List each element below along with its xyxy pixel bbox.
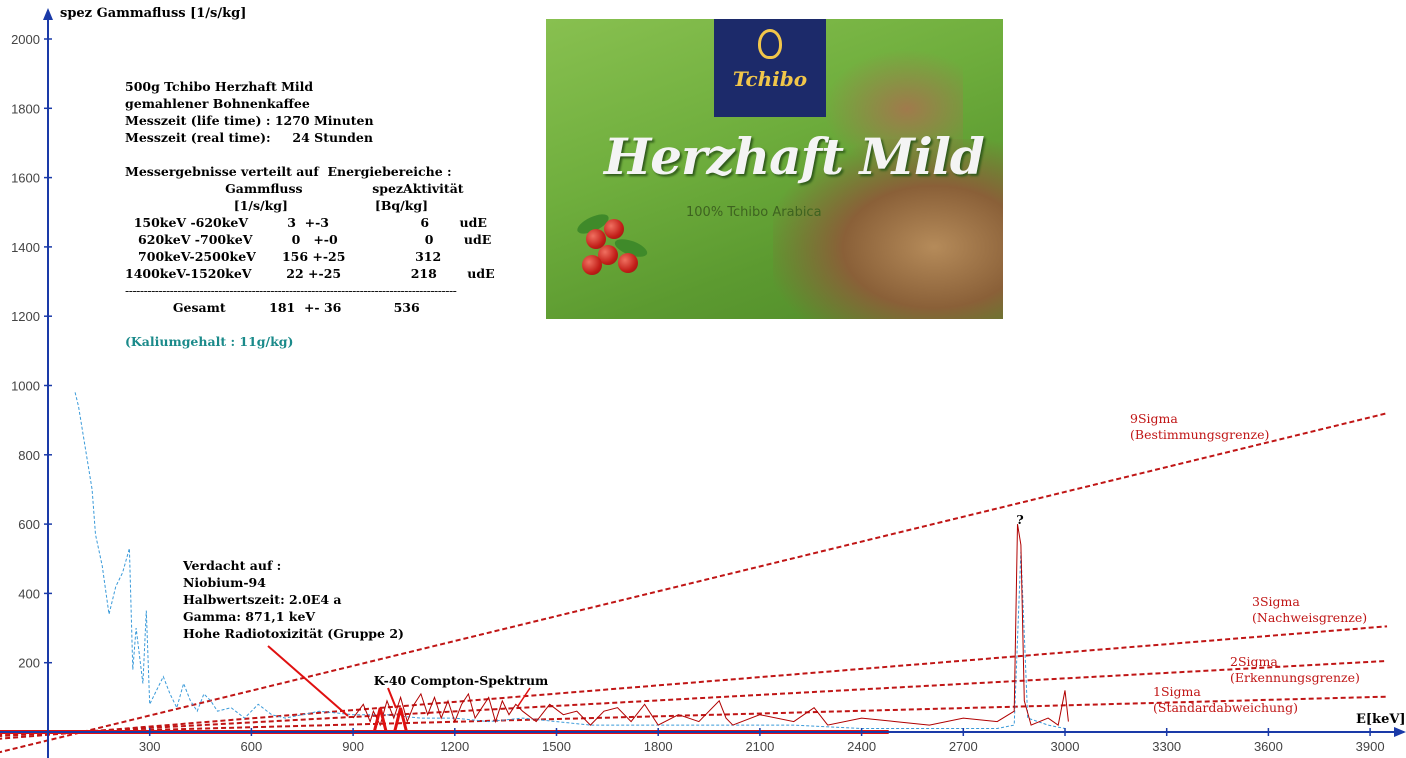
y-tick-label-0: 200 (18, 656, 40, 671)
sigma-line-1 (0, 625, 1388, 740)
brand-name: Herzhaft Mild (604, 127, 985, 186)
y-tick-label-7: 1600 (11, 171, 40, 186)
y-tick-label-2: 600 (18, 517, 40, 532)
tchibo-logo: Tchibo (714, 19, 826, 117)
sigma-line-0 (0, 412, 1388, 754)
x-tick-label-6: 2100 (745, 739, 774, 754)
x-tick-label-5: 1800 (644, 739, 673, 754)
suspect-line-5: Hohe Radiotoxizität (Gruppe 2) (183, 626, 404, 641)
x-tick-label-2: 900 (342, 739, 364, 754)
y-tick-label-8: 1800 (11, 101, 40, 116)
series-measurement (352, 524, 1069, 727)
suspect-line-4: Gamma: 871,1 keV (183, 609, 315, 624)
x-tick-label-4: 1500 (542, 739, 571, 754)
y-tick-label-4: 1000 (11, 379, 40, 394)
sigma-label-2: 2Sigma (1230, 654, 1278, 669)
cherry-icon-5 (582, 255, 602, 275)
x-tick-label-12: 3900 (1356, 739, 1385, 754)
x-tick-label-3: 1200 (440, 739, 469, 754)
info-row-2: 620keV -700keV 0 +-0 0 udE (125, 232, 492, 247)
product-photo: Tchibo Herzhaft Mild 100% Tchibo Arabica (546, 19, 1003, 319)
sigma-label-0: 9Sigma (1130, 411, 1178, 426)
x-tick-label-9: 3000 (1051, 739, 1080, 754)
measurement-info: 500g Tchibo Herzhaft Mild gemahlener Bohn… (125, 78, 495, 350)
info-lifetime: Messzeit (life time) : 1270 Minuten (125, 113, 374, 128)
sigma-sublabel-1: (Nachweisgrenze) (1252, 610, 1367, 625)
cup-icon (758, 29, 782, 59)
summary-spike-0 (372, 707, 388, 733)
suspect-line-1: Verdacht auf : (182, 558, 281, 573)
info-title: 500g Tchibo Herzhaft Mild (125, 79, 314, 94)
summary-spike-1 (393, 707, 409, 733)
info-rule: ----------------------------------------… (125, 283, 457, 298)
info-results-heading: Messergebnisse verteilt auf Energieberei… (125, 164, 452, 179)
info-col-units: [1/s/kg] [Bq/kg] (125, 198, 429, 213)
annotation-0: ? (1016, 512, 1023, 527)
y-tick-label-1: 400 (18, 586, 40, 601)
sigma-sublabel-0: (Bestimmungsgrenze) (1130, 427, 1269, 442)
x-tick-label-7: 2400 (847, 739, 876, 754)
info-row-3: 700keV-2500keV 156 +-25 312 (125, 249, 442, 264)
y-axis-title: spez Gammafluss [1/s/kg] (60, 6, 246, 21)
info-product: gemahlener Bohnenkaffee (125, 96, 310, 111)
x-tick-label-1: 600 (241, 739, 263, 754)
coffee-beans-image-2 (773, 139, 1003, 319)
suspect-box: Verdacht auf : Niobium-94 Halbwertszeit:… (182, 558, 404, 641)
x-tick-label-10: 3300 (1152, 739, 1181, 754)
suspect-line-2: Niobium-94 (183, 575, 266, 590)
sigma-label-3: 1Sigma (1153, 684, 1201, 699)
cherry-icon (586, 229, 606, 249)
y-tick-label-3: 800 (18, 448, 40, 463)
logo-text: Tchibo (732, 67, 808, 91)
info-row-4: 1400keV-1520keV 22 +-25 218 udE (125, 266, 495, 281)
info-realtime: Messzeit (real time): 24 Stunden (125, 130, 373, 145)
suspect-line-3: Halbwertszeit: 2.0E4 a (183, 592, 341, 607)
cherry-icon-4 (618, 253, 638, 273)
cherry-icon-2 (604, 219, 624, 239)
x-tick-label-11: 3600 (1254, 739, 1283, 754)
info-col-header: Gammfluss spezAktivität (125, 181, 464, 196)
compton-pointer-1 (387, 687, 397, 709)
y-tick-label-5: 1200 (11, 309, 40, 324)
info-total: Gesamt 181 +- 36 536 (125, 300, 420, 315)
x-tick-label-0: 300 (139, 739, 161, 754)
suspect-pointer (267, 645, 349, 717)
y-axis-arrow (43, 8, 53, 20)
sigma-label-1: 3Sigma (1252, 594, 1300, 609)
x-axis-arrow (1394, 727, 1406, 737)
y-tick-label-6: 1400 (11, 240, 40, 255)
info-row-1: 150keV -620keV 3 +-3 6 udE (125, 215, 487, 230)
annotation-1: K-40 Compton-Spektrum (374, 673, 549, 688)
sigma-sublabel-3: (Standardabweichung) (1153, 700, 1298, 715)
compton-pointer-2 (517, 687, 531, 707)
info-kalium: (Kaliumgehalt : 11g/kg) (125, 334, 294, 349)
brand-subtitle: 100% Tchibo Arabica (686, 205, 822, 220)
sigma-sublabel-2: (Erkennungsgrenze) (1230, 670, 1360, 685)
x-axis-title: E[keV] (1356, 712, 1406, 727)
x-tick-label-8: 2700 (949, 739, 978, 754)
y-tick-label-9: 2000 (11, 32, 40, 47)
cherry-icon-3 (598, 245, 618, 265)
